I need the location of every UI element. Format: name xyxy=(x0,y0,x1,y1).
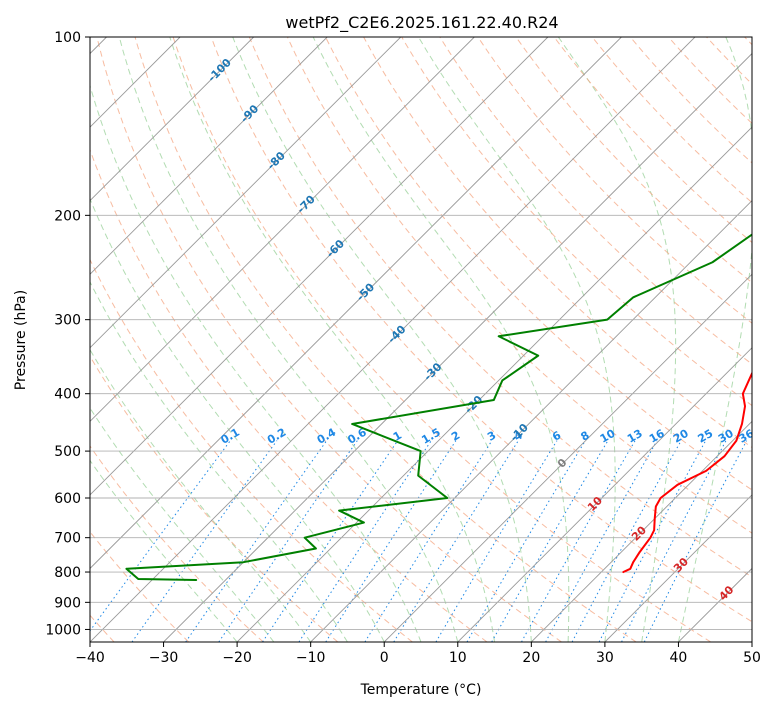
dry-adiabat-line xyxy=(90,258,413,642)
mixing-ratio-line xyxy=(90,440,231,632)
mixing-ratio-line xyxy=(393,440,519,642)
y-tick-label: 300 xyxy=(54,313,81,329)
moist-adiabat-line xyxy=(90,407,275,642)
x-tick-label: 20 xyxy=(522,650,540,666)
y-axis-label: Pressure (hPa) xyxy=(13,290,29,390)
mixing-ratio-line xyxy=(185,440,328,642)
mixing-ratio-line xyxy=(218,440,358,642)
y-tick-label: 100 xyxy=(54,30,81,46)
pressure-gridlines xyxy=(90,37,752,630)
x-tick-label: −40 xyxy=(75,650,105,666)
moist-adiabat-line xyxy=(90,459,238,642)
mixing-ratio-line xyxy=(621,440,727,642)
x-tick-label: 30 xyxy=(596,650,614,666)
mixing-ratio-line xyxy=(435,440,558,642)
moist-adiabat-line xyxy=(677,37,752,642)
isotherm-line xyxy=(90,37,254,202)
moist-adiabat-line xyxy=(169,37,496,642)
moist-adiabat-line xyxy=(232,37,532,642)
dry-adiabat-line xyxy=(96,37,562,642)
moist-adiabat-line xyxy=(417,37,616,642)
isotherm-line xyxy=(236,126,752,642)
isotherm-line xyxy=(90,37,696,642)
isotherm-line xyxy=(531,420,752,642)
x-tick-label: −20 xyxy=(222,650,252,666)
chart-title: wetPf2_C2E6.2025.161.22.40.R24 xyxy=(285,13,558,33)
moist-adiabats xyxy=(90,37,752,642)
dry-adiabat-line xyxy=(90,445,264,642)
y-tick-label: 500 xyxy=(54,444,81,460)
x-axis-label: Temperature (°C) xyxy=(360,682,482,698)
isotherm-line xyxy=(383,273,752,642)
dry-adiabat-line xyxy=(210,37,752,623)
y-axis-ticks: 100 200 300 400 500 600 700 800 900 1000 xyxy=(45,30,90,638)
y-tick-label: 400 xyxy=(54,387,81,403)
dry-adiabat-line xyxy=(172,37,712,642)
isotherm-line xyxy=(457,347,752,642)
sounding-series xyxy=(125,233,752,581)
isotherm-line xyxy=(90,37,402,349)
moist-adiabat-line xyxy=(118,37,459,642)
mixing-ratio-line xyxy=(131,440,278,642)
dry-adiabat-line xyxy=(248,37,752,578)
y-tick-label: 700 xyxy=(54,531,81,547)
y-tick-label: 900 xyxy=(54,595,81,611)
y-tick-label: 1000 xyxy=(45,622,81,638)
isotherms xyxy=(90,37,752,642)
x-tick-label: 40 xyxy=(670,650,688,666)
mixing-ratio-lines xyxy=(90,440,748,642)
isotherm-line xyxy=(90,37,328,275)
moist-adiabat-line xyxy=(90,83,422,642)
moist-adiabat-line xyxy=(90,197,385,642)
x-tick-label: 10 xyxy=(449,650,467,666)
moist-adiabat-line xyxy=(90,280,348,642)
mixing-ratio-line xyxy=(643,440,748,642)
dry-adiabat-line xyxy=(591,37,752,204)
mixing-ratio-line xyxy=(364,440,493,642)
isotherm-line xyxy=(90,37,622,570)
mixing-ratio-line xyxy=(466,440,586,642)
dry-adiabat-line xyxy=(401,37,752,407)
x-axis-ticks: −40 −30 −20 −10 0 10 20 30 40 50 xyxy=(75,642,761,666)
dry-adiabat-line xyxy=(325,37,752,491)
mixing-ratio-line xyxy=(571,440,682,642)
dry-adiabat-line xyxy=(134,37,637,642)
mixing-ratio-line xyxy=(598,440,707,642)
y-tick-label: 600 xyxy=(54,491,81,507)
isotherm-line xyxy=(604,494,752,642)
dry-adiabat-line xyxy=(629,37,752,164)
x-tick-label: −30 xyxy=(149,650,179,666)
isotherm-line xyxy=(310,200,752,642)
dewpoint-profile-line xyxy=(125,233,752,581)
x-tick-label: 0 xyxy=(380,650,389,666)
isotherm-line xyxy=(90,37,475,422)
dry-adiabat-line xyxy=(477,37,752,324)
x-tick-label: 50 xyxy=(743,650,761,666)
moist-adiabat-line xyxy=(312,37,570,642)
isotherm-line xyxy=(163,52,752,642)
plot-frame xyxy=(89,36,753,643)
mixing-ratio-line xyxy=(491,440,609,642)
y-tick-label: 200 xyxy=(54,208,81,224)
x-tick-label: −10 xyxy=(296,650,326,666)
temperature-profile-line xyxy=(622,371,752,574)
y-tick-label: 800 xyxy=(54,565,81,581)
isotherm-line xyxy=(90,37,549,496)
